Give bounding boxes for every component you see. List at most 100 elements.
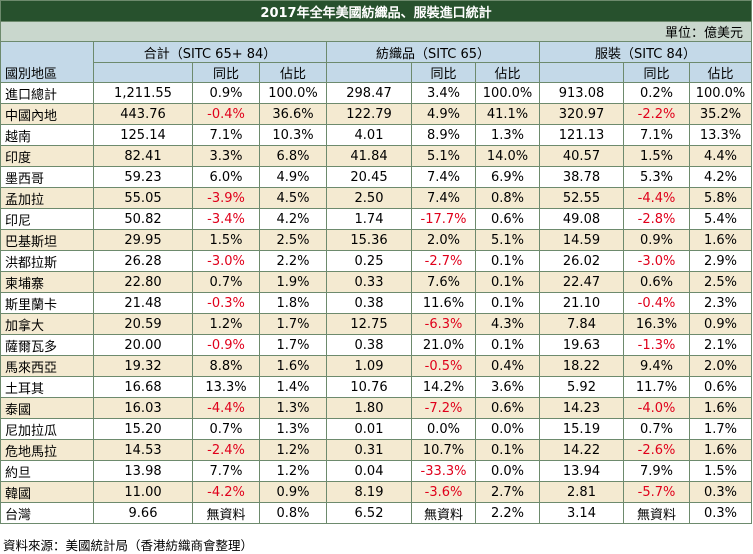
textiles-value-cell: 2.50 [326,187,412,209]
textiles-share-cell: 0.1% [475,250,540,272]
apparel-value-cell: 49.08 [539,208,624,230]
textiles-value-cell: 122.79 [326,103,412,125]
region-cell: 進口總計 [0,82,94,104]
total-share-cell: 1.2% [259,439,327,461]
title-row: 2017年全年美國紡織品、服裝進口統計 [0,0,753,22]
region-cell: 柬埔寨 [0,271,94,293]
region-cell: 韓國 [0,481,94,503]
table-row: 泰國 16.03 -4.4% 1.3% 1.80 -7.2% 0.6% 14.23 -4.0% 1… [0,397,753,419]
textiles-yoy-cell: -17.7% [411,208,476,230]
apparel-yoy-cell: 7.9% [623,460,690,482]
total-value-cell: 9.66 [93,502,193,524]
apparel-value-cell: 40.57 [539,145,624,167]
apparel-yoy-cell: -4.4% [623,187,690,209]
region-cell: 印度 [0,145,94,167]
apparel-share-cell: 1.6% [688,229,753,251]
source-note: 資料來源：美國統計局（香港紡織商會整理） [3,538,254,553]
textiles-share-cell: 41.1% [475,103,540,125]
table-title: 2017年全年美國紡織品、服裝進口統計 [0,0,753,22]
region-cell: 中國內地 [0,103,94,125]
apparel-yoy-cell: -4.0% [623,397,690,419]
apparel-yoy-cell: 1.5% [623,145,690,167]
total-yoy-cell: -4.2% [192,481,260,503]
apparel-share-cell: 13.3% [688,124,753,146]
apparel-value-cell: 22.47 [539,271,624,293]
textiles-share-cell: 3.6% [475,376,540,398]
textiles-yoy-cell: 11.6% [411,292,476,314]
textiles-value-cell: 0.25 [326,250,412,272]
apparel-yoy-cell: -2.6% [623,439,690,461]
total-value-cell: 16.03 [93,397,193,419]
total-share-cell: 1.8% [259,292,327,314]
table-row: 約旦 13.98 7.7% 1.2% 0.04 -33.3% 0.0% 13.94 7.9% 1.… [0,460,753,482]
total-value-cell: 21.48 [93,292,193,314]
textiles-share-cell: 5.1% [475,229,540,251]
table-row: 尼加拉瓜 15.20 0.7% 1.3% 0.01 0.0% 0.0% 15.19 0.7% 1.… [0,418,753,440]
total-share-cell: 100.0% [259,82,327,104]
textiles-value-cell: 0.01 [326,418,412,440]
total-share-cell: 1.3% [259,397,327,419]
region-cell: 危地馬拉 [0,439,94,461]
total-share-header: 佔比 [259,62,327,83]
total-share-cell: 0.9% [259,481,327,503]
total-share-cell: 1.6% [259,355,327,377]
apparel-share-header: 佔比 [688,62,753,83]
total-yoy-cell: 0.7% [192,418,260,440]
table-row: 印度 82.41 3.3% 6.8% 41.84 5.1% 14.0% 40.57 1.5% 4.… [0,145,753,167]
apparel-yoy-cell: -2.8% [623,208,690,230]
total-share-cell: 0.8% [259,502,327,524]
textiles-share-cell: 2.7% [475,481,540,503]
table-body: 進口總計 1,211.55 0.9% 100.0% 298.47 3.4% 100.0% 91… [0,82,753,524]
apparel-share-cell: 2.1% [688,334,753,356]
textiles-share-cell: 0.8% [475,187,540,209]
total-yoy-cell: 0.9% [192,82,260,104]
total-value-cell: 20.59 [93,313,193,335]
region-cell: 越南 [0,124,94,146]
total-share-cell: 4.2% [259,208,327,230]
total-value-cell: 14.53 [93,439,193,461]
total-yoy-cell: -2.4% [192,439,260,461]
textiles-value-header [326,62,412,83]
textiles-yoy-cell: 4.9% [411,103,476,125]
total-share-cell: 4.9% [259,166,327,188]
textiles-share-header: 佔比 [475,62,540,83]
apparel-value-cell: 14.22 [539,439,624,461]
apparel-yoy-cell: -3.0% [623,250,690,272]
total-value-cell: 59.23 [93,166,193,188]
total-value-cell: 443.76 [93,103,193,125]
apparel-share-cell: 0.3% [688,502,753,524]
total-yoy-cell: -0.9% [192,334,260,356]
apparel-yoy-cell: 5.3% [623,166,690,188]
apparel-share-cell: 1.5% [688,460,753,482]
table-row: 進口總計 1,211.55 0.9% 100.0% 298.47 3.4% 100.0% 91… [0,82,753,104]
unit-label: 單位：億美元 [0,21,753,42]
apparel-value-cell: 3.14 [539,502,624,524]
table-row: 韓國 11.00 -4.2% 0.9% 8.19 -3.6% 2.7% 2.81 -5.7% 0.… [0,481,753,503]
region-cell: 泰國 [0,397,94,419]
textiles-share-cell: 0.1% [475,439,540,461]
textiles-share-cell: 0.0% [475,418,540,440]
apparel-yoy-cell: 0.6% [623,271,690,293]
textiles-yoy-cell: -6.3% [411,313,476,335]
region-cell: 洪都拉斯 [0,250,94,272]
apparel-value-cell: 5.92 [539,376,624,398]
apparel-yoy-cell: 0.9% [623,229,690,251]
textiles-yoy-cell: -33.3% [411,460,476,482]
apparel-yoy-cell: 9.4% [623,355,690,377]
textiles-share-cell: 0.0% [475,460,540,482]
textiles-share-cell: 14.0% [475,145,540,167]
textiles-yoy-cell: 10.7% [411,439,476,461]
apparel-share-cell: 1.6% [688,439,753,461]
total-yoy-cell: -0.3% [192,292,260,314]
textiles-value-cell: 6.52 [326,502,412,524]
textiles-yoy-header: 同比 [411,62,476,83]
textiles-yoy-cell: 2.0% [411,229,476,251]
total-yoy-cell: 0.7% [192,271,260,293]
total-yoy-cell: 7.7% [192,460,260,482]
textiles-yoy-cell: 5.1% [411,145,476,167]
region-cell: 加拿大 [0,313,94,335]
textiles-value-cell: 298.47 [326,82,412,104]
total-value-cell: 22.80 [93,271,193,293]
total-yoy-cell: 1.2% [192,313,260,335]
